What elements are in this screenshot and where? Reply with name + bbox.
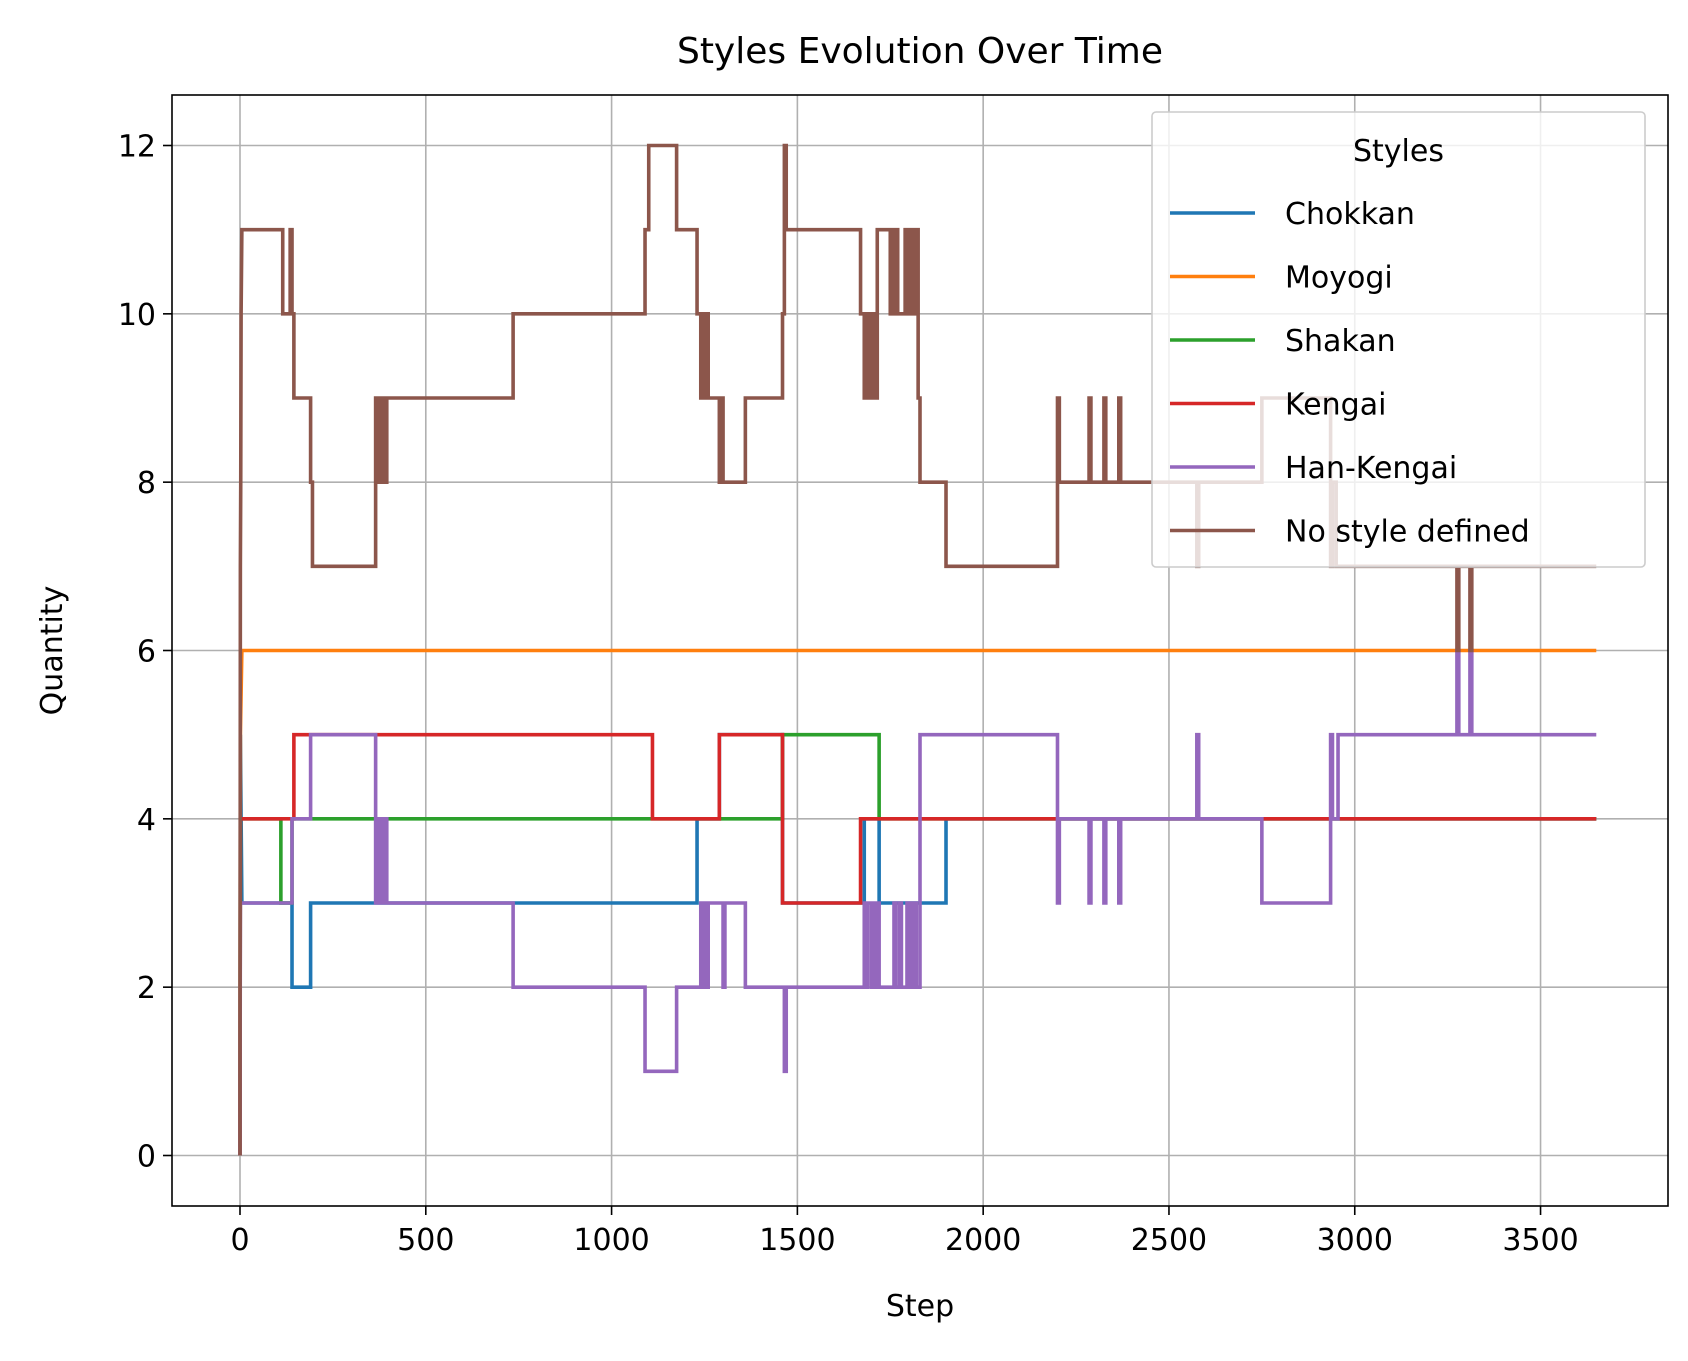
legend-label: Shakan <box>1285 324 1396 359</box>
y-tick-label: 8 <box>137 466 156 501</box>
series-line-no-style-defined <box>238 143 1597 1156</box>
x-axis-label: Step <box>886 1289 954 1324</box>
x-tick-label: 1000 <box>573 1223 649 1258</box>
x-tick-label: 2000 <box>945 1223 1021 1258</box>
y-tick-label: 0 <box>137 1140 156 1175</box>
y-axis-ticks: 0 2 4 6 8 10 12 <box>118 130 172 1175</box>
series-line-han-kengai <box>238 648 1597 1156</box>
series-lines <box>238 143 1597 1156</box>
legend: Styles Chokkan Moyogi Shakan Kengai Han-Keng… <box>1151 111 1646 568</box>
chart-title: Styles Evolution Over Time <box>677 31 1163 72</box>
x-tick-label: 500 <box>397 1223 454 1258</box>
y-tick-label: 6 <box>137 635 156 670</box>
y-axis-label: Quantity <box>35 586 70 716</box>
legend-label: Chokkan <box>1285 197 1415 232</box>
x-tick-label: 3000 <box>1317 1223 1393 1258</box>
x-axis-ticks: 0 500 1000 1500 2000 2500 3000 3500 <box>230 1206 1579 1258</box>
x-tick-label: 0 <box>230 1223 249 1258</box>
y-tick-label: 10 <box>118 298 156 333</box>
y-tick-label: 2 <box>137 971 156 1006</box>
legend-label: Kengai <box>1285 388 1386 423</box>
legend-label: No style defined <box>1285 515 1530 550</box>
y-tick-label: 4 <box>137 803 156 838</box>
legend-items: Chokkan Moyogi Shakan Kengai Han-Kengai No st… <box>1170 197 1530 550</box>
legend-title: Styles <box>1353 134 1444 169</box>
x-tick-label: 1500 <box>759 1223 835 1258</box>
legend-box <box>1151 111 1646 568</box>
x-tick-label: 3500 <box>1502 1223 1578 1258</box>
legend-label: Han-Kengai <box>1285 451 1457 486</box>
x-tick-label: 2500 <box>1131 1223 1207 1258</box>
y-tick-label: 12 <box>118 130 156 165</box>
legend-label: Moyogi <box>1285 261 1393 296</box>
